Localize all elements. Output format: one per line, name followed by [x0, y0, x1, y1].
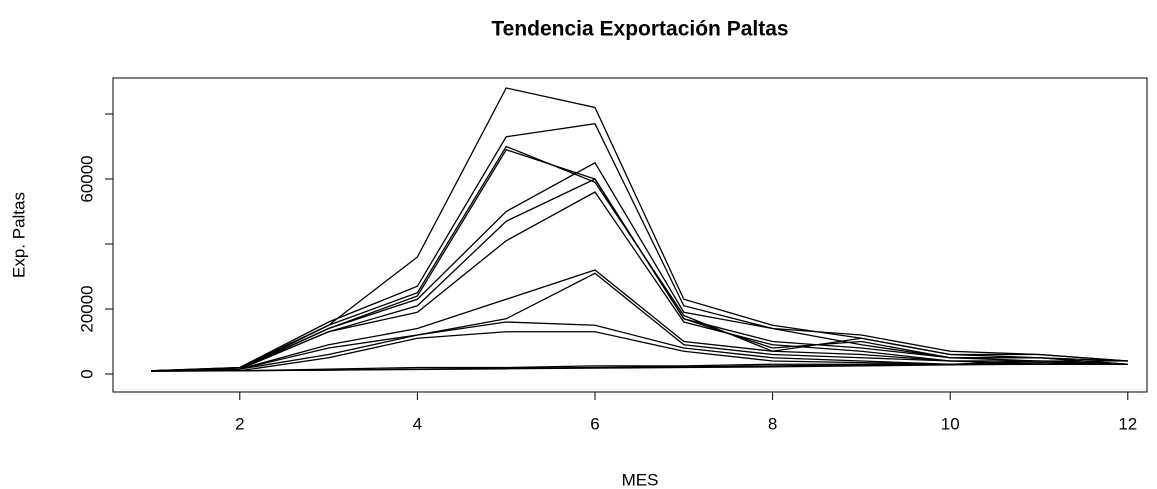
- plot-frame: [112, 77, 1148, 393]
- series-line: [150, 272, 1128, 372]
- x-tick-label: 2: [235, 414, 244, 433]
- y-tick-label: 20000: [77, 285, 96, 332]
- y-tick-label: 0: [77, 369, 96, 378]
- series-line: [150, 87, 1128, 372]
- x-axis-label: MES: [622, 470, 659, 489]
- series-line: [150, 123, 1128, 372]
- x-tick-label: 10: [941, 414, 960, 433]
- x-tick-label: 12: [1118, 414, 1137, 433]
- y-tick-label: 60000: [77, 155, 96, 202]
- series-line: [150, 363, 1128, 373]
- x-tick-label: 8: [768, 414, 777, 433]
- chart-title: Tendencia Exportación Paltas: [491, 18, 788, 41]
- y-axis-label: Exp. Paltas: [9, 192, 28, 278]
- x-tick-label: 4: [413, 414, 422, 433]
- series-line: [150, 191, 1128, 372]
- x-tick-label: 6: [590, 414, 599, 433]
